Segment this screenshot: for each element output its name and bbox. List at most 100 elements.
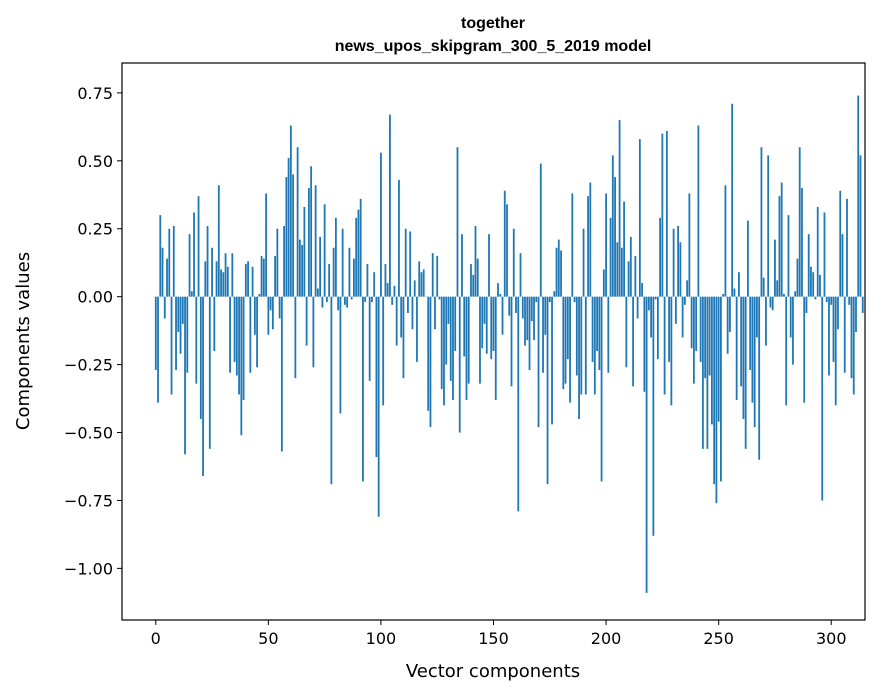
bar: [548, 296, 551, 303]
bar: [515, 296, 517, 313]
bar: [407, 296, 409, 313]
bar: [740, 296, 743, 387]
bar: [193, 212, 195, 297]
bar: [778, 196, 781, 297]
chart-title-line2: news_upos_skipgram_300_5_2019 model: [335, 38, 652, 55]
bar: [154, 296, 157, 371]
bar: [341, 228, 344, 297]
bar: [598, 296, 601, 371]
bar: [454, 296, 457, 352]
bar: [641, 283, 643, 297]
bar: [720, 296, 722, 482]
bar: [683, 296, 686, 305]
bar: [733, 288, 736, 297]
bar: [463, 296, 466, 357]
bar: [677, 226, 680, 297]
bar: [253, 296, 256, 335]
bar: [769, 296, 772, 308]
bar: [220, 269, 222, 297]
bar: [321, 296, 324, 308]
bar: [416, 296, 418, 362]
bar: [420, 272, 423, 297]
bar: [620, 247, 623, 297]
bar: [807, 234, 810, 297]
bar: [841, 234, 844, 297]
bar: [377, 296, 380, 517]
x-axis-label: Vector components: [406, 661, 580, 682]
bar: [706, 296, 709, 449]
bar: [323, 204, 326, 297]
bar: [665, 130, 668, 297]
bar: [780, 182, 783, 297]
bar: [735, 296, 738, 400]
bar: [294, 296, 297, 379]
bar: [614, 177, 616, 297]
bar: [690, 296, 693, 349]
bar: [672, 228, 675, 297]
y-tick-label: −0.25: [64, 356, 113, 375]
bar: [751, 296, 754, 403]
bar: [488, 234, 490, 297]
bar: [229, 296, 231, 373]
bar: [771, 296, 774, 311]
bar: [571, 193, 574, 297]
bar: [801, 187, 803, 297]
bar: [659, 217, 662, 297]
bar: [161, 247, 164, 297]
bar: [506, 204, 508, 297]
bar: [301, 245, 304, 297]
bar: [724, 185, 727, 297]
bar: [798, 147, 801, 297]
bar: [384, 264, 387, 297]
bar: [776, 280, 779, 297]
bar: [166, 258, 168, 297]
bar: [679, 242, 682, 297]
bar: [247, 261, 249, 297]
bar: [859, 155, 862, 297]
bar: [742, 296, 745, 419]
bar: [386, 283, 389, 297]
bar: [526, 296, 529, 341]
bar: [350, 296, 353, 300]
bar: [692, 296, 695, 384]
x-tick-label: 250: [703, 629, 734, 648]
bar: [616, 242, 619, 297]
bar: [231, 253, 234, 297]
bar: [368, 296, 371, 381]
bar: [593, 296, 596, 395]
bar: [431, 253, 434, 297]
bar: [852, 296, 855, 395]
bar: [449, 296, 452, 381]
y-tick-label: 0.50: [77, 152, 113, 171]
bar: [258, 293, 261, 297]
bar: [530, 296, 533, 322]
bar: [197, 196, 200, 297]
bar: [452, 296, 454, 400]
bar: [391, 296, 394, 305]
bar: [222, 272, 225, 297]
bar: [587, 196, 589, 297]
bar: [436, 255, 439, 297]
bar: [172, 226, 175, 297]
bar: [789, 296, 792, 338]
bar: [458, 296, 461, 433]
bar: [580, 296, 583, 395]
bar: [292, 174, 295, 297]
bar: [382, 296, 385, 406]
bar: [508, 296, 511, 316]
bar: [699, 296, 702, 362]
bar: [632, 296, 634, 387]
x-axis-ticks: 0 50 100 150 200 250 300: [151, 620, 847, 648]
bar: [701, 296, 704, 449]
bar: [744, 296, 747, 449]
bar: [609, 217, 612, 297]
bar: [846, 198, 848, 297]
bar: [717, 296, 720, 422]
bar: [445, 296, 448, 365]
bar: [589, 182, 592, 297]
bar: [656, 296, 659, 360]
bar: [413, 280, 416, 297]
bar: [602, 269, 605, 297]
bar: [749, 296, 752, 371]
